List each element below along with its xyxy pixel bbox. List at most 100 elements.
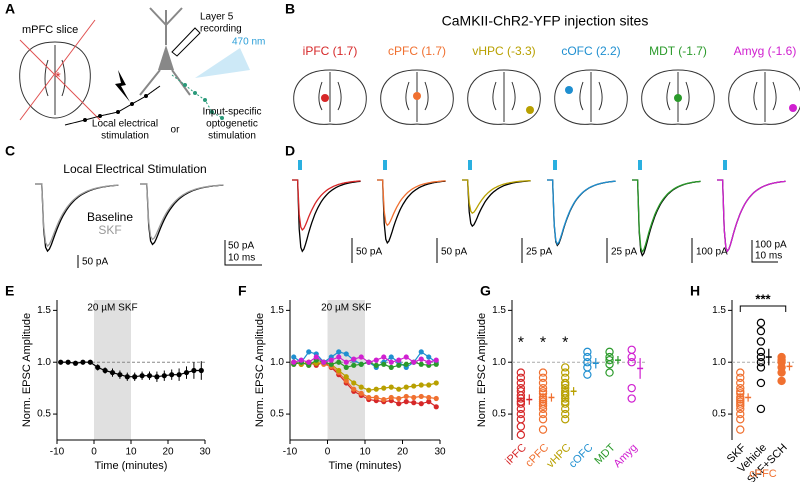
group-label: cPFC xyxy=(749,468,777,480)
data-point xyxy=(736,373,745,382)
slice-outline xyxy=(19,41,91,119)
data-point xyxy=(65,359,71,365)
data-point xyxy=(426,394,432,401)
data-point xyxy=(516,378,526,388)
injection-site xyxy=(526,106,534,114)
data-point xyxy=(95,364,101,371)
data-point xyxy=(561,415,570,424)
data-point xyxy=(298,357,304,363)
x-tick-label: 0 xyxy=(325,447,331,458)
y-tick-label: 0.5 xyxy=(37,409,51,420)
data-point xyxy=(627,345,636,354)
y-axis-label: Norm. EPSC Amplitude xyxy=(476,313,488,427)
data-point xyxy=(516,409,526,419)
data-point xyxy=(583,347,592,357)
data-point xyxy=(516,387,526,396)
legend-entry: SKF xyxy=(98,223,121,237)
injection-site xyxy=(321,94,329,102)
trace-baseline xyxy=(377,179,446,245)
injection-site xyxy=(789,104,797,112)
injection-site xyxy=(565,86,573,94)
data-point xyxy=(191,367,197,374)
data-point xyxy=(605,368,614,377)
data-point xyxy=(176,372,182,378)
data-point xyxy=(561,363,570,372)
data-point xyxy=(627,358,636,367)
data-point xyxy=(516,368,526,377)
data-point xyxy=(583,358,592,367)
data-point xyxy=(336,349,342,355)
data-point xyxy=(411,359,417,365)
data-point xyxy=(388,359,394,365)
injection-site xyxy=(674,94,682,102)
data-point xyxy=(538,415,548,424)
data-point xyxy=(373,386,379,392)
scalebar-label: 50 pA xyxy=(356,247,382,258)
data-point xyxy=(411,383,417,389)
trace-skf xyxy=(35,183,119,248)
data-point xyxy=(388,384,394,390)
data-point xyxy=(583,370,592,379)
data-point xyxy=(358,354,364,360)
annotation: Local electrical xyxy=(92,119,158,130)
axon-opto-dots xyxy=(183,83,224,120)
site-title: vHPC (-3.3) xyxy=(472,44,535,58)
data-point xyxy=(538,383,548,393)
data-point xyxy=(328,357,334,363)
data-point xyxy=(418,382,424,388)
brain-outline xyxy=(554,69,628,125)
data-point xyxy=(336,359,342,365)
data-point xyxy=(396,357,402,363)
data-point xyxy=(561,387,570,396)
scalebar xyxy=(224,240,262,266)
data-point xyxy=(736,409,745,419)
data-point xyxy=(736,383,745,393)
trace-baseline xyxy=(547,179,616,247)
annotation: stimulation xyxy=(101,131,149,142)
data-point xyxy=(561,373,570,382)
data-point xyxy=(403,384,409,390)
x-tick-label: 0 xyxy=(91,447,97,458)
data-point xyxy=(58,359,64,365)
data-point xyxy=(756,326,766,336)
annotation: stimulation xyxy=(208,131,256,142)
trace-opto xyxy=(632,179,701,254)
x-axis-label: Time (minutes) xyxy=(329,460,402,472)
significance-bracket xyxy=(739,305,787,312)
star: * xyxy=(55,69,61,85)
data-point xyxy=(169,372,175,378)
data-point xyxy=(351,356,357,362)
data-point xyxy=(418,356,424,362)
data-point xyxy=(411,394,417,401)
data-point xyxy=(516,422,526,431)
data-point xyxy=(161,373,167,379)
x-tick-label: 30 xyxy=(434,447,446,458)
significance: * xyxy=(540,334,546,351)
data-point xyxy=(154,374,160,380)
data-point xyxy=(583,352,592,362)
significance: * xyxy=(562,334,568,351)
data-point xyxy=(516,430,526,440)
data-point xyxy=(102,367,108,374)
data-point xyxy=(403,399,409,405)
data-point xyxy=(291,359,297,365)
data-point xyxy=(132,374,138,380)
data-point xyxy=(351,386,357,392)
data-point xyxy=(516,397,526,406)
scalebar-label: 50 pA xyxy=(441,247,467,258)
data-point xyxy=(538,378,548,388)
stim-marker xyxy=(383,160,387,170)
data-point xyxy=(627,383,636,393)
data-point xyxy=(627,352,636,362)
panel-label: F xyxy=(238,283,247,299)
data-point xyxy=(358,390,364,396)
data-point xyxy=(198,367,204,374)
brain-midline xyxy=(318,72,342,122)
data-point xyxy=(403,361,409,367)
data-point xyxy=(373,394,379,401)
annotation: recording xyxy=(200,24,242,35)
scalebar-label: 100 pA xyxy=(755,240,787,251)
lightning xyxy=(115,70,130,102)
data-point xyxy=(306,359,312,365)
data-point xyxy=(411,400,417,406)
